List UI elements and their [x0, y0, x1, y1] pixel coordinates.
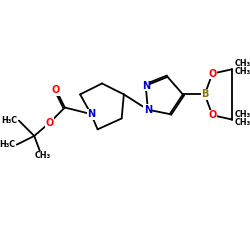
Text: CH₃: CH₃ [235, 118, 250, 127]
Text: H₃C: H₃C [2, 116, 18, 125]
Text: O: O [46, 118, 54, 128]
Text: CH₃: CH₃ [235, 66, 250, 76]
Text: CH₃: CH₃ [35, 151, 51, 160]
Text: B: B [201, 90, 208, 100]
Text: CH₃: CH₃ [235, 110, 250, 118]
Text: N: N [144, 105, 152, 115]
Text: O: O [208, 69, 216, 79]
Text: N: N [142, 81, 150, 91]
Text: N: N [87, 109, 95, 119]
Text: H₃C: H₃C [0, 140, 16, 149]
Text: O: O [52, 85, 60, 95]
Text: CH₃: CH₃ [235, 59, 250, 68]
Text: O: O [208, 110, 216, 120]
